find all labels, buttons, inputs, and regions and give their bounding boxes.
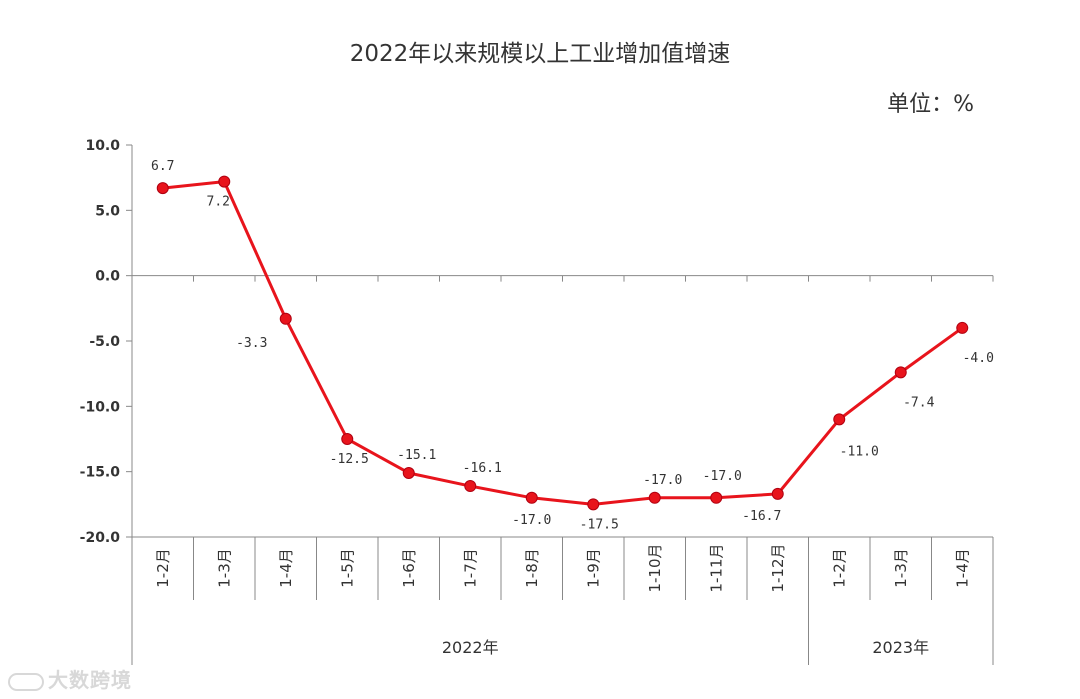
y-tick-label: -10.0 bbox=[80, 399, 121, 415]
category-label: 1-6月 bbox=[400, 548, 418, 588]
data-point bbox=[402, 466, 415, 479]
data-label: -12.5 bbox=[330, 452, 369, 467]
y-tick-label: -15.0 bbox=[80, 465, 121, 481]
year-label: 2023年 bbox=[872, 638, 929, 657]
category-label: 1-2月 bbox=[830, 548, 848, 588]
data-label: -3.3 bbox=[236, 336, 267, 351]
category-label: 1-5月 bbox=[338, 548, 356, 588]
data-label: -17.5 bbox=[580, 517, 619, 532]
data-point bbox=[525, 491, 538, 504]
data-point bbox=[648, 491, 661, 504]
series-line bbox=[162, 180, 964, 506]
data-point bbox=[218, 175, 231, 188]
data-point bbox=[341, 433, 354, 445]
data-label: 6.7 bbox=[151, 159, 174, 174]
data-point bbox=[956, 321, 969, 334]
series-line-path bbox=[162, 180, 964, 506]
data-point bbox=[894, 366, 907, 379]
watermark-text: 大数跨境 bbox=[48, 668, 132, 692]
category-label: 1-2月 bbox=[154, 548, 172, 588]
watermark-logo-icon bbox=[8, 672, 44, 691]
data-point bbox=[771, 487, 784, 500]
data-label: -4.0 bbox=[963, 351, 994, 366]
y-tick-label: -5.0 bbox=[89, 334, 120, 350]
category-labels: 1-2月 1-3月 1-4月 1-5月 1-6月 1-7月 1-8月 1-9月 1-10月 1-1… bbox=[154, 543, 972, 657]
data-label: -16.7 bbox=[742, 509, 781, 524]
data-point bbox=[279, 312, 292, 325]
y-tick-label: -20.0 bbox=[80, 530, 121, 546]
year-label: 2022年 bbox=[442, 638, 499, 657]
data-points bbox=[156, 175, 969, 511]
category-label: 1-3月 bbox=[892, 548, 910, 588]
category-label: 1-12月 bbox=[769, 543, 787, 592]
data-point bbox=[464, 480, 477, 493]
data-label: -16.1 bbox=[463, 461, 502, 476]
category-label: 1-3月 bbox=[215, 548, 233, 588]
chart-title: 2022年以来规模以上工业增加值增速 bbox=[349, 41, 731, 67]
data-label: -15.1 bbox=[397, 448, 436, 463]
category-label: 1-11月 bbox=[707, 543, 725, 592]
data-label: -17.0 bbox=[643, 473, 682, 488]
category-label: 1-4月 bbox=[277, 548, 295, 588]
category-label: 1-4月 bbox=[953, 548, 971, 588]
category-label: 1-9月 bbox=[584, 548, 602, 588]
data-labels: 6.7 7.2 -3.3 -12.5 -15.1 -16.1 -17.0 -17.5 -17.0… bbox=[151, 159, 994, 532]
watermark: 大数跨境 bbox=[8, 664, 132, 693]
category-label: 1-10月 bbox=[646, 543, 664, 592]
data-label: -17.0 bbox=[512, 513, 551, 528]
unit-label: 单位：% bbox=[887, 92, 974, 117]
data-point bbox=[833, 413, 846, 426]
data-point bbox=[710, 491, 723, 504]
category-label: 1-8月 bbox=[523, 548, 541, 588]
y-tick-label: 0.0 bbox=[95, 269, 120, 285]
axes: 10.0 5.0 0.0 -5.0 -10.0 -15.0 -20.0 bbox=[80, 138, 994, 665]
data-point bbox=[587, 498, 600, 511]
data-label: -7.4 bbox=[903, 395, 934, 410]
data-label: 7.2 bbox=[207, 195, 230, 210]
data-label: -17.0 bbox=[703, 469, 742, 484]
y-tick-label: 10.0 bbox=[85, 138, 120, 154]
y-tick-label: 5.0 bbox=[95, 203, 120, 219]
data-point bbox=[156, 182, 169, 195]
data-label: -11.0 bbox=[840, 444, 879, 459]
category-label: 1-7月 bbox=[461, 548, 479, 588]
